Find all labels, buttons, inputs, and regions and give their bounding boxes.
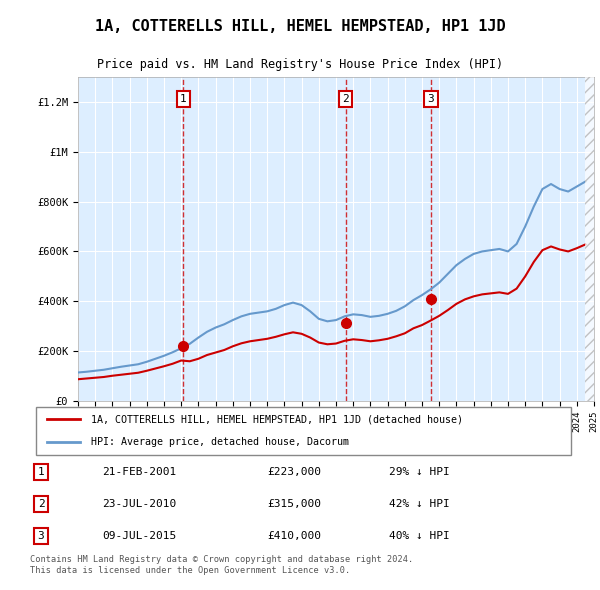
Bar [586,77,594,401]
Text: Price paid vs. HM Land Registry's House Price Index (HPI): Price paid vs. HM Land Registry's House … [97,58,503,71]
Text: 1: 1 [180,94,187,104]
Text: £410,000: £410,000 [268,531,322,541]
Text: 3: 3 [428,94,434,104]
Text: £223,000: £223,000 [268,467,322,477]
Text: 2: 2 [38,499,44,509]
Text: 1: 1 [38,467,44,477]
Text: 1A, COTTERELLS HILL, HEMEL HEMPSTEAD, HP1 1JD (detached house): 1A, COTTERELLS HILL, HEMEL HEMPSTEAD, HP… [91,414,463,424]
Text: Contains HM Land Registry data © Crown copyright and database right 2024.
This d: Contains HM Land Registry data © Crown c… [30,556,413,575]
FancyBboxPatch shape [35,407,571,454]
Text: 3: 3 [38,531,44,541]
Text: 29% ↓ HPI: 29% ↓ HPI [389,467,449,477]
Text: 23-JUL-2010: 23-JUL-2010 [102,499,176,509]
Text: HPI: Average price, detached house, Dacorum: HPI: Average price, detached house, Daco… [91,437,349,447]
Text: 21-FEB-2001: 21-FEB-2001 [102,467,176,477]
Text: £315,000: £315,000 [268,499,322,509]
Text: 40% ↓ HPI: 40% ↓ HPI [389,531,449,541]
Text: 09-JUL-2015: 09-JUL-2015 [102,531,176,541]
Text: 1A, COTTERELLS HILL, HEMEL HEMPSTEAD, HP1 1JD: 1A, COTTERELLS HILL, HEMEL HEMPSTEAD, HP… [95,19,505,34]
Text: 42% ↓ HPI: 42% ↓ HPI [389,499,449,509]
Text: 2: 2 [342,94,349,104]
